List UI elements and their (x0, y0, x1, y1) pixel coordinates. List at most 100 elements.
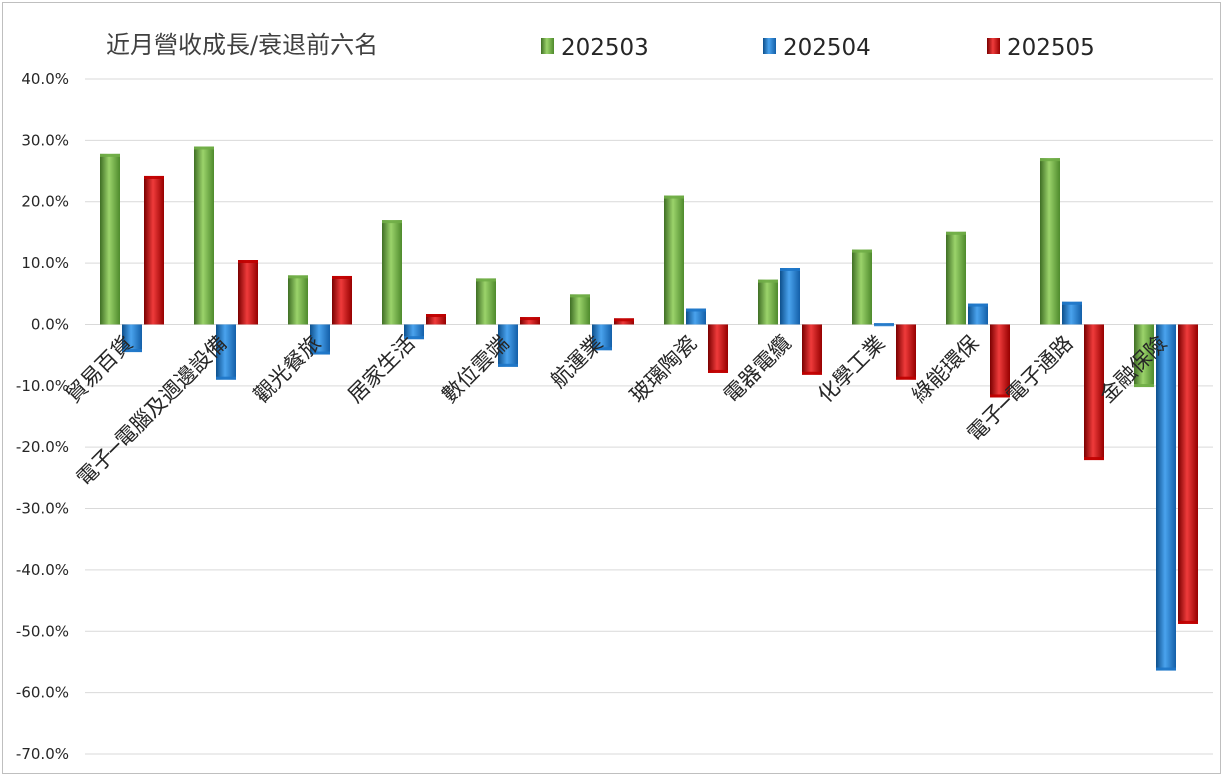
bar-202504-11 (1156, 324, 1176, 671)
y-tick-label: -50.0% (16, 622, 69, 640)
bar-202505-1 (238, 260, 258, 325)
y-tick-label: -40.0% (16, 561, 69, 579)
category-label: 航運業 (546, 331, 608, 393)
bar-cap (310, 351, 330, 355)
bar-202505-8 (896, 324, 916, 380)
gridlines (85, 78, 1213, 755)
bar-202504-10 (1062, 301, 1082, 325)
bar-202505-6 (708, 324, 728, 373)
bar-cap (1134, 384, 1154, 388)
bar-cap (968, 303, 988, 307)
bar-cap (758, 279, 778, 283)
legend-label-202503: 202503 (561, 35, 649, 61)
y-tick-label: -60.0% (16, 684, 69, 702)
bar-202505-10 (1084, 324, 1104, 461)
bar-cap (1084, 457, 1104, 461)
bar-202504-6 (686, 308, 706, 325)
bar-202503-11 (1134, 324, 1154, 388)
bar-202504-0 (122, 324, 142, 353)
y-tick-label: 30.0% (21, 131, 69, 149)
legend-label-202504: 202504 (783, 35, 871, 61)
bar-cap (520, 317, 540, 321)
bar-cap (100, 153, 120, 157)
bar-202503-7 (758, 279, 778, 325)
bar-202505-2 (332, 275, 352, 325)
bar-cap (708, 369, 728, 373)
bar-cap (194, 146, 214, 150)
bar-cap (1156, 667, 1176, 671)
bar-cap (946, 231, 966, 235)
legend: 202503 202504 202505 (541, 35, 1095, 61)
bar-202503-1 (194, 146, 214, 325)
bar-cap (780, 268, 800, 271)
category-label: 數位雲端 (437, 331, 513, 407)
bar-202504-2 (310, 324, 330, 355)
bar-202503-10 (1040, 158, 1060, 325)
legend-swatch-202504 (763, 38, 776, 54)
bar-cap (288, 275, 308, 279)
y-tick-label: -20.0% (16, 438, 69, 456)
y-tick-label: -10.0% (16, 377, 69, 395)
bar-202503-5 (570, 294, 590, 325)
bar-cap (332, 275, 352, 279)
legend-label-202505: 202505 (1007, 35, 1095, 61)
bar-202505-7 (802, 324, 822, 375)
bar-202503-2 (288, 275, 308, 325)
bar-202505-11 (1178, 324, 1198, 624)
legend-swatch-202505 (987, 38, 1000, 54)
y-tick-label: 20.0% (21, 193, 69, 211)
bar-202505-5 (614, 318, 634, 325)
bar-cap (238, 260, 258, 264)
bar-cap (498, 363, 518, 367)
bar-cap (1062, 301, 1082, 305)
y-tick-label: 0.0% (31, 315, 69, 333)
bar-cap (570, 294, 590, 298)
chart-title: 近月營收成長/衰退前六名 (106, 31, 378, 59)
y-tick-label: 10.0% (21, 254, 69, 272)
bar-cap (1040, 158, 1060, 162)
bar-202503-9 (946, 231, 966, 325)
y-tick-label: -70.0% (16, 745, 69, 763)
bar-202503-4 (476, 278, 496, 325)
bar-cap (614, 318, 634, 322)
bar-202503-6 (664, 195, 684, 325)
bar-cap (216, 376, 236, 380)
y-tick-label: 40.0% (21, 70, 69, 88)
bar-cap (144, 175, 164, 179)
bar-cap (426, 314, 446, 318)
bar-202504-4 (498, 324, 518, 367)
bar-cap (852, 249, 872, 253)
y-axis-ticks: 40.0% 30.0% 20.0% 10.0% 0.0% -10.0% -20.0% -30.… (16, 70, 69, 763)
bar-cap (122, 349, 142, 353)
bar-202504-7 (780, 268, 800, 325)
category-label: 電器電纜 (719, 331, 795, 407)
bar-202503-0 (100, 153, 120, 325)
legend-swatch-202503 (541, 38, 554, 54)
category-label: 綠能環保 (907, 331, 983, 407)
bar-cap (896, 376, 916, 380)
bar-cap (1178, 620, 1198, 624)
bar-202504-3 (404, 324, 424, 340)
bar-cap (476, 278, 496, 282)
bar-202504-5 (592, 324, 612, 351)
category-label: 觀光餐旅 (249, 331, 325, 407)
bar-202505-4 (520, 317, 540, 325)
bar-cap (404, 336, 424, 340)
bar-cap (990, 394, 1010, 398)
category-label: 居家生活 (343, 331, 419, 407)
bar-cap (874, 323, 894, 327)
category-label: 玻璃陶瓷 (625, 331, 701, 407)
bar-cap (382, 220, 402, 224)
bar-chart: 40.0% 30.0% 20.0% 10.0% 0.0% -10.0% -20.0% -30.… (16, 31, 1213, 763)
category-label: 貿易百貨 (61, 331, 137, 407)
bar-202503-3 (382, 220, 402, 325)
bar-202505-9 (990, 324, 1010, 398)
bar-202505-0 (144, 175, 164, 325)
bar-202504-9 (968, 303, 988, 325)
bar-cap (592, 347, 612, 351)
y-tick-label: -30.0% (16, 500, 69, 518)
bar-cap (664, 195, 684, 199)
bar-202503-8 (852, 249, 872, 325)
bar-202505-3 (426, 314, 446, 325)
